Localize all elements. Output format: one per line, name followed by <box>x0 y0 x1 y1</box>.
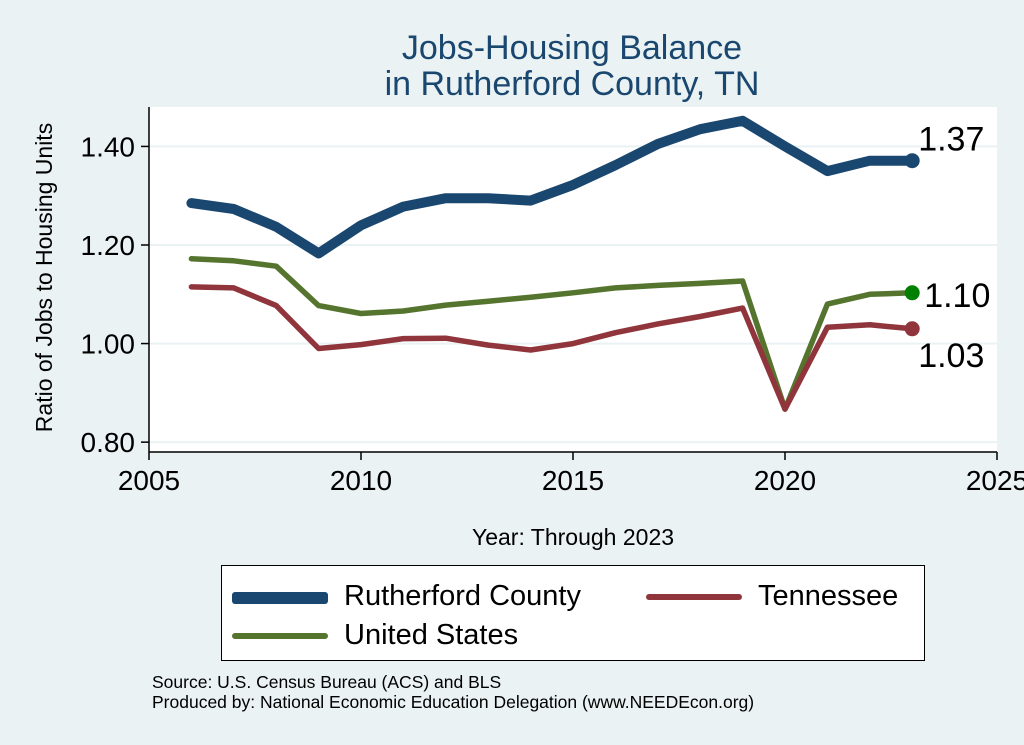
x-tick-label: 2020 <box>754 465 816 496</box>
end-label-tennessee: 1.03 <box>918 337 984 375</box>
legend-label-rutherford: Rutherford County <box>344 580 581 612</box>
x-tick-label: 2010 <box>330 465 392 496</box>
source-line: Source: U.S. Census Bureau (ACS) and BLS <box>152 672 502 692</box>
end-marker-united-states <box>904 285 920 301</box>
y-tick-label: 1.40 <box>81 131 136 162</box>
end-label-rutherford-county: 1.37 <box>918 121 984 159</box>
y-tick-label: 0.80 <box>81 427 136 458</box>
end-marker-tennessee <box>904 321 920 337</box>
line-chart: 0.80 1.00 1.20 1.40 2005 2010 2015 2020 2025 Year… <box>31 107 1024 550</box>
end-label-united-states: 1.10 <box>924 277 990 315</box>
x-axis-title: Year: Through 2023 <box>472 524 674 550</box>
legend-swatch-tennessee <box>646 594 742 600</box>
legend-label-united-states: United States <box>344 619 519 651</box>
legend-label-tennessee: Tennessee <box>758 580 899 612</box>
x-tick-label: 2025 <box>966 465 1024 496</box>
y-tick-label: 1.20 <box>81 230 136 261</box>
end-marker-rutherford-county <box>904 153 920 169</box>
y-tick-label: 1.00 <box>81 329 136 360</box>
chart-legend: Rutherford County Tennessee United State… <box>221 565 925 661</box>
chart-title-line-2: in Rutherford County, TN <box>384 65 760 103</box>
source-note: Source: U.S. Census Bureau (ACS) and BLS… <box>152 672 754 712</box>
produced-by-line: Produced by: National Economic Education… <box>152 692 755 712</box>
legend-swatch-rutherford <box>232 592 328 604</box>
x-tick-label: 2005 <box>118 465 180 496</box>
series-line-tennessee <box>188 284 915 412</box>
y-axis-title: Ratio of Jobs to Housing Units <box>31 123 57 432</box>
x-tick-label: 2015 <box>542 465 604 496</box>
legend-swatch-united-states <box>232 633 328 639</box>
series-line-rutherford-county <box>186 115 918 259</box>
chart-title-line-1: Jobs-Housing Balance <box>401 29 743 67</box>
